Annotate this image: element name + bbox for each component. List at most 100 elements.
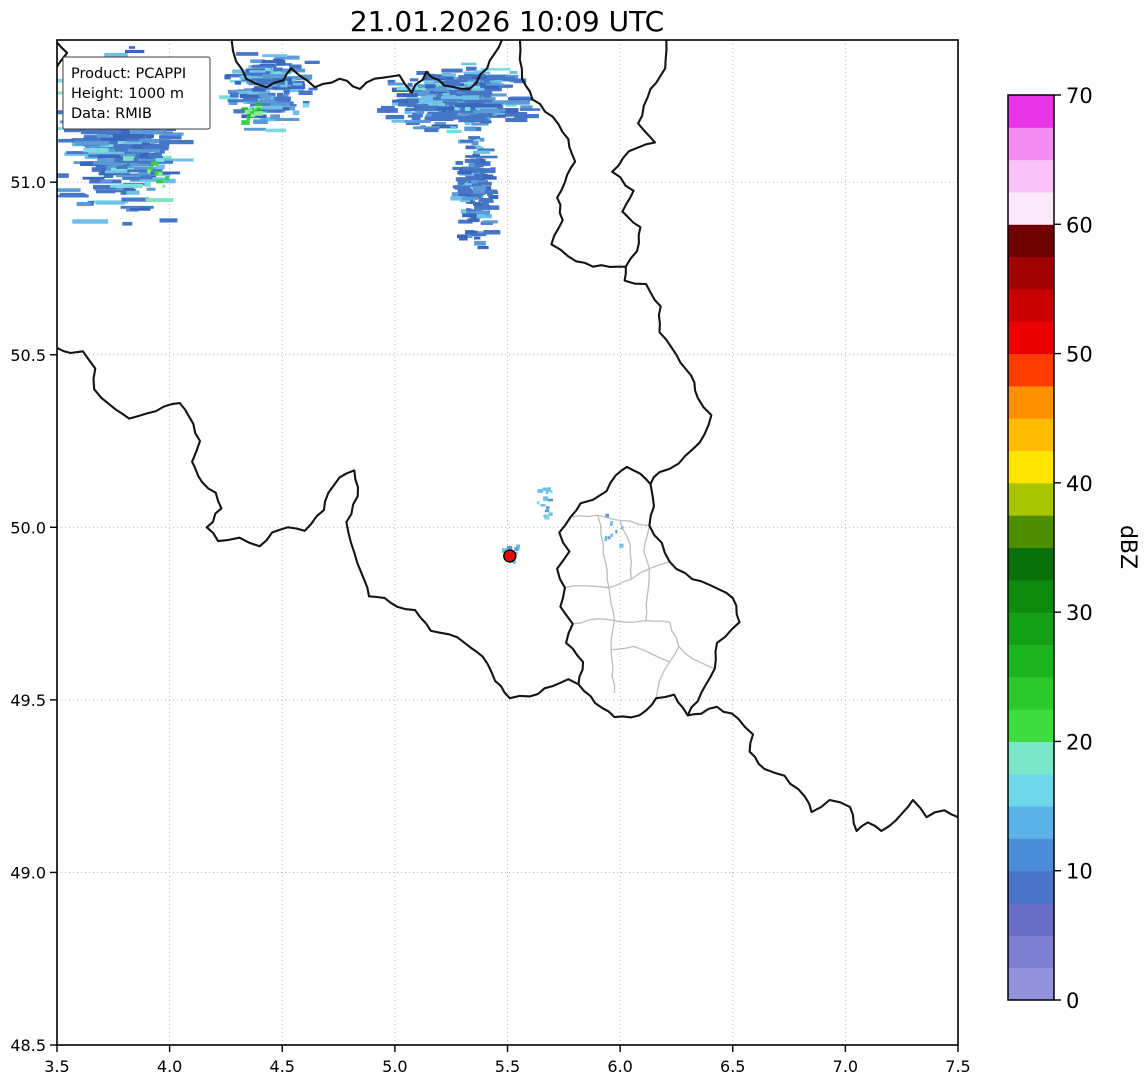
echo-cell <box>478 198 493 203</box>
x-tick-label: 5.5 <box>495 1057 520 1076</box>
echo-cell <box>97 157 128 163</box>
echo-cell <box>239 93 250 99</box>
y-tick-label: 49.5 <box>10 691 46 710</box>
echo-cell <box>609 522 613 526</box>
echo-cell <box>286 76 312 81</box>
echo-cell <box>472 85 481 89</box>
echo-cell <box>83 135 107 140</box>
echo-cell <box>96 201 125 205</box>
echo-cell <box>302 103 309 108</box>
echo-cell <box>619 543 624 548</box>
echo-cell <box>109 129 138 133</box>
colorbar-band <box>1008 418 1054 452</box>
echo-cell <box>463 82 480 87</box>
echo-cell <box>224 74 231 80</box>
echo-cell <box>474 203 484 206</box>
echo-cell <box>412 112 423 118</box>
info-height: Height: 1000 m <box>71 86 184 102</box>
echo-cell <box>432 101 457 105</box>
region-border <box>619 520 633 580</box>
echo-cell <box>280 84 288 88</box>
echo-cell <box>501 100 530 105</box>
echo-cell <box>228 89 245 94</box>
colorbar-tick-label: 0 <box>1066 989 1079 1013</box>
echo-cell <box>123 141 142 145</box>
echo-cell <box>488 195 499 200</box>
echo-cell <box>536 501 540 505</box>
echo-cell <box>470 74 486 78</box>
echo-cell <box>457 113 479 117</box>
echo-cell <box>163 178 176 184</box>
echo-cell <box>380 105 395 110</box>
echo-cell <box>472 185 487 190</box>
echo-cell <box>67 194 88 198</box>
info-box: Product: PCAPPI Height: 1000 m Data: RMI… <box>62 56 211 130</box>
echo-cell <box>457 170 472 175</box>
echo-cell <box>483 170 496 174</box>
colorbar-band <box>1008 482 1054 516</box>
echo-cell <box>507 545 513 550</box>
echo-cell <box>273 67 283 72</box>
echo-cell <box>471 122 489 126</box>
echo-cell <box>490 167 496 172</box>
echo-cell <box>425 84 436 89</box>
echo-cell <box>419 101 443 105</box>
y-tick-label: 48.5 <box>10 1036 46 1055</box>
echo-cell <box>468 174 481 179</box>
echo-cell <box>239 75 259 80</box>
echo-cell <box>455 103 484 108</box>
region-border <box>572 618 670 625</box>
colorbar-tick-label: 30 <box>1066 601 1093 625</box>
echo-cell <box>246 95 264 99</box>
echo-cell <box>491 100 515 105</box>
echo-cell <box>462 196 478 200</box>
echo-cell <box>225 74 246 78</box>
x-tick-label: 7.0 <box>833 1057 858 1076</box>
echo-cell <box>83 147 109 153</box>
echo-cell <box>437 93 456 99</box>
echo-cell <box>466 117 486 122</box>
region-border <box>611 645 680 663</box>
echo-cell <box>116 137 140 141</box>
echo-cell <box>605 513 609 518</box>
echo-cell <box>457 180 467 185</box>
echo-cell <box>300 74 313 80</box>
echo-cell <box>100 137 126 141</box>
echo-cell <box>254 105 262 110</box>
echo-cell <box>469 114 488 119</box>
echo-cell <box>515 547 518 551</box>
echo-cell <box>129 167 163 171</box>
echo-cell <box>100 179 112 183</box>
echo-cell <box>281 81 305 85</box>
echo-cell <box>424 116 454 121</box>
colorbar-tick-label: 60 <box>1066 213 1093 237</box>
colorbar-tick-label: 70 <box>1066 84 1093 108</box>
echo-cell <box>482 189 498 193</box>
echo-cell <box>123 156 134 161</box>
echo-cell <box>476 213 492 219</box>
echo-cell <box>120 190 127 195</box>
info-source: Data: RMIB <box>71 106 152 122</box>
echo-cell <box>519 108 541 111</box>
echo-cell <box>468 136 481 140</box>
colorbar-band <box>1008 353 1054 387</box>
echo-cell <box>292 110 300 116</box>
colorbar-band <box>1008 935 1054 969</box>
echo-cell <box>476 171 481 175</box>
echo-cell <box>480 155 498 159</box>
echo-cell <box>463 71 491 75</box>
echo-cell <box>501 548 507 553</box>
echo-cell <box>477 181 492 186</box>
echo-cell <box>245 71 271 76</box>
echo-cell <box>264 86 291 90</box>
echo-cell <box>407 82 413 88</box>
echo-cell <box>476 158 483 163</box>
echo-cell <box>459 198 471 203</box>
echo-cell <box>475 145 481 150</box>
radar-site-dot <box>503 549 517 563</box>
info-product: Product: PCAPPI <box>71 66 186 82</box>
echo-cell <box>475 85 499 89</box>
region-border <box>564 561 670 589</box>
echo-cell <box>424 128 439 133</box>
region-border <box>643 525 651 569</box>
